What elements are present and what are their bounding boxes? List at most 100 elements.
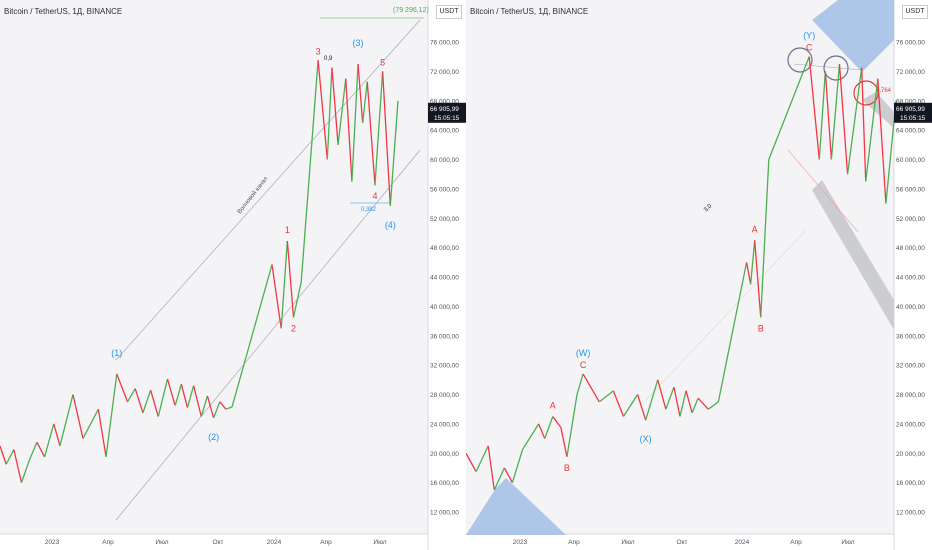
price-segment[interactable]	[337, 78, 347, 145]
price-segment[interactable]	[493, 467, 505, 491]
price-segment[interactable]	[381, 71, 391, 206]
price-segment[interactable]	[166, 378, 176, 406]
price-segment[interactable]	[503, 467, 514, 483]
price-segment[interactable]	[59, 394, 74, 447]
currency-button-left[interactable]: USDT	[436, 5, 462, 19]
price-segment[interactable]	[697, 397, 709, 410]
price-segment[interactable]	[300, 60, 319, 283]
price-segment[interactable]	[126, 388, 136, 403]
price-segment[interactable]	[271, 264, 282, 329]
price-segment[interactable]	[466, 452, 477, 472]
chart-right-svg[interactable]: 0,764 3,0 76 000,00 72 000,00 68 000,00 64 00…	[466, 0, 932, 550]
price-segment[interactable]	[838, 63, 849, 175]
chart-panel-right[interactable]: 0,764 3,0 76 000,00 72 000,00 68 000,00 64 00…	[466, 0, 932, 550]
price-axis-area[interactable]	[428, 0, 466, 550]
price-segment[interactable]	[317, 60, 328, 160]
price-segment[interactable]	[544, 416, 554, 439]
price-segment[interactable]	[768, 56, 810, 160]
currency-button-right[interactable]: USDT	[902, 5, 928, 19]
price-segment[interactable]	[389, 100, 399, 206]
price-segment[interactable]	[157, 378, 169, 417]
price-segment[interactable]	[105, 373, 118, 458]
price-segment[interactable]	[192, 385, 202, 417]
price-segment[interactable]	[808, 56, 820, 160]
price-segment[interactable]	[538, 423, 546, 439]
price-segment[interactable]	[645, 379, 659, 421]
price-segment[interactable]	[374, 71, 384, 186]
price-segment[interactable]	[487, 445, 495, 491]
price-segment[interactable]	[366, 81, 376, 186]
price-segment[interactable]	[657, 379, 667, 410]
price-segment[interactable]	[28, 441, 38, 461]
price-segment[interactable]	[36, 441, 46, 458]
price-segment[interactable]	[43, 423, 55, 458]
price-segment[interactable]	[186, 385, 195, 408]
price-segment[interactable]	[846, 67, 863, 175]
price-segment[interactable]	[0, 445, 7, 465]
price-segment[interactable]	[326, 67, 333, 160]
chart-panel-left[interactable]: Волновой канал (79 296,12) 0,9 0,382 76 000,…	[0, 0, 466, 550]
price-segment[interactable]	[750, 240, 756, 285]
price-segment[interactable]	[331, 67, 339, 145]
price-segment[interactable]	[865, 78, 879, 182]
price-segment[interactable]	[552, 416, 562, 428]
price-segment[interactable]	[212, 401, 221, 419]
price-segment[interactable]	[292, 282, 302, 318]
price-segment[interactable]	[280, 240, 289, 329]
price-segment[interactable]	[685, 390, 693, 414]
time-axis-area[interactable]	[466, 534, 894, 550]
price-segment[interactable]	[622, 394, 639, 417]
price-segment[interactable]	[679, 390, 687, 417]
price-segment[interactable]	[760, 159, 770, 318]
price-segment[interactable]	[861, 67, 867, 182]
price-segment[interactable]	[717, 262, 748, 402]
price-segment[interactable]	[357, 63, 364, 123]
price-segment[interactable]	[576, 373, 584, 395]
price-segment[interactable]	[134, 388, 144, 414]
price-segment[interactable]	[219, 401, 227, 410]
price-segment[interactable]	[560, 427, 568, 458]
price-segment[interactable]	[362, 81, 368, 123]
price-segment[interactable]	[13, 449, 23, 483]
price-segment[interactable]	[5, 449, 15, 465]
price-segment[interactable]	[53, 423, 61, 447]
price-segment[interactable]	[345, 78, 353, 182]
price-segment[interactable]	[180, 384, 189, 408]
price-segment[interactable]	[511, 449, 524, 483]
price-segment[interactable]	[665, 386, 675, 410]
price-segment[interactable]	[673, 387, 681, 417]
price-segment[interactable]	[231, 264, 273, 408]
price-segment[interactable]	[691, 397, 699, 414]
price-segment[interactable]	[824, 71, 833, 160]
price-segment[interactable]	[830, 63, 841, 160]
price-segment[interactable]	[351, 63, 359, 182]
price-segment[interactable]	[142, 389, 152, 414]
price-segment[interactable]	[636, 394, 647, 421]
price-segment[interactable]	[97, 409, 107, 458]
time-axis-area[interactable]	[0, 534, 428, 550]
price-segment[interactable]	[206, 395, 215, 419]
price-segment[interactable]	[877, 78, 887, 204]
wave-label: (3)	[353, 38, 364, 48]
price-segment[interactable]	[149, 389, 159, 417]
price-segment[interactable]	[200, 395, 209, 417]
price-segment[interactable]	[72, 394, 84, 439]
price-segment[interactable]	[286, 240, 295, 318]
price-segment[interactable]	[225, 406, 233, 410]
price-segment[interactable]	[754, 240, 762, 318]
price-axis-area[interactable]	[894, 0, 932, 550]
price-segment[interactable]	[818, 71, 826, 160]
price-segment[interactable]	[707, 401, 719, 410]
price-segment[interactable]	[521, 423, 540, 450]
price-segment[interactable]	[20, 460, 30, 483]
price-segment[interactable]	[566, 394, 578, 458]
price-segment[interactable]	[82, 408, 99, 439]
price-segment[interactable]	[598, 390, 614, 403]
price-segment[interactable]	[612, 390, 625, 417]
price-segment[interactable]	[475, 445, 489, 472]
price-segment[interactable]	[116, 373, 129, 403]
price-segment[interactable]	[582, 373, 600, 403]
chart-left-svg[interactable]: Волновой канал (79 296,12) 0,9 0,382 76 000,…	[0, 0, 466, 550]
price-segment[interactable]	[174, 384, 182, 406]
price-segment[interactable]	[745, 262, 752, 285]
